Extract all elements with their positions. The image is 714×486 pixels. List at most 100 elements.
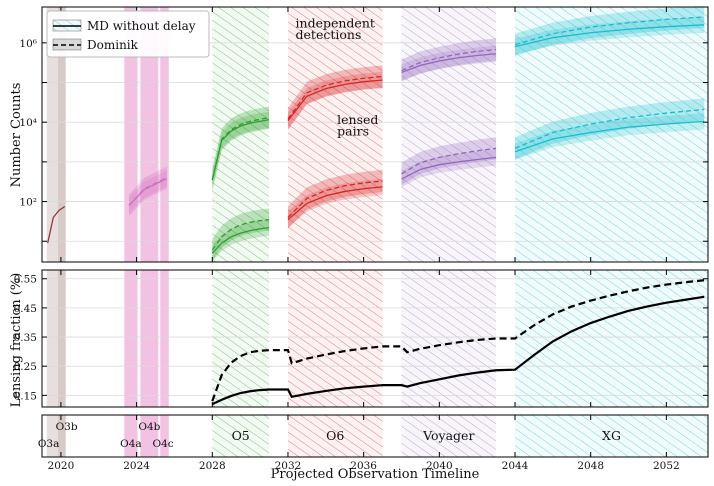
- run-label-o5: O5: [232, 428, 250, 443]
- fraction-ytick-label: 0.15: [14, 390, 37, 402]
- series-o3-independent-md: [47, 205, 66, 244]
- series-o5-independent-dominik: [211, 117, 270, 181]
- series-o5-lensed-md: [211, 227, 270, 254]
- series-voyager-independent-md-band: [401, 45, 497, 81]
- series-xg-independent-dominik: [514, 16, 705, 46]
- counts-ylabel: Number Counts: [9, 83, 24, 188]
- series-xg-independent-dominik-band: [515, 5, 705, 56]
- series-xg-lensed-md: [514, 120, 705, 153]
- run-span-o3a-bot: [46, 415, 66, 457]
- xtick-label: 2024: [123, 460, 150, 472]
- run-span-o6-mid: [287, 270, 383, 407]
- run-span-o4a-top: [124, 7, 138, 262]
- run-span-o6-bot: [287, 415, 383, 457]
- xtick-label: 2032: [275, 460, 302, 472]
- fraction-ytick-label: 0.55: [14, 274, 37, 286]
- xtick-label: 2052: [653, 460, 680, 472]
- fraction-panel: 0.15 0.25 0.35 0.45 0.55: [14, 269, 709, 408]
- series-voyager-independent-dominik-band: [401, 38, 497, 82]
- counts-ytick-label: 10²: [19, 197, 37, 209]
- run-span-xg-bot: [515, 415, 708, 457]
- run-span-o4a-mid: [124, 270, 138, 407]
- run-span-o3b-bot: [58, 415, 66, 457]
- run-span-o3a-mid: [46, 270, 66, 407]
- series-xg-independent-md-band: [515, 16, 705, 55]
- series-o6-independent-dominik: [287, 75, 383, 120]
- series-o6-lensed-dominik: [287, 180, 383, 218]
- run-label-o6: O6: [326, 428, 344, 443]
- run-label-o4a: O4a: [120, 438, 142, 450]
- series-voyager-lensed-dominik-band: [401, 137, 497, 185]
- legend-box: [46, 10, 210, 58]
- series-o5-lensed-dominik: [211, 219, 270, 251]
- run-label-o4c: O4c: [153, 438, 174, 450]
- series-voyager-lensed-md: [401, 156, 497, 180]
- axes-frame-bot: [41, 414, 709, 458]
- run-span-o3b-top: [58, 7, 66, 262]
- series-o6-lensed-dominik-band: [287, 169, 383, 229]
- run-span-o4b-bot: [140, 415, 159, 457]
- counts-annotation: detections: [296, 27, 362, 42]
- fraction-ytick-label: 0.25: [14, 361, 37, 373]
- run-span-o4a-bot: [124, 415, 138, 457]
- series-o4-independent-md: [128, 177, 168, 206]
- counts-annotation: independent: [296, 16, 375, 31]
- run-span-o4c-mid: [160, 270, 169, 407]
- run-span-o4c-top: [160, 7, 169, 262]
- run-span-o4b-mid: [140, 270, 159, 407]
- run-span-o3b-mid: [58, 270, 66, 407]
- xtick-label: 2044: [502, 460, 529, 472]
- legend-label: Dominik: [87, 38, 139, 52]
- series-o5-lensed-dominik-band: [212, 208, 270, 262]
- legend-label: MD without delay: [87, 19, 196, 33]
- run-span-o5-mid: [212, 270, 270, 407]
- run-span-o4c-bot: [160, 415, 169, 457]
- timeline-xlabel: Projected Observation Timeline: [271, 467, 480, 482]
- fraction-series-dominik: [211, 279, 705, 402]
- axes-frame-top: [41, 6, 709, 263]
- run-label-o3b: O3b: [56, 421, 78, 433]
- counts-ytick-label: 10⁶: [19, 38, 37, 50]
- fraction-series-md: [211, 295, 705, 406]
- counts-ytick-label: 10⁴: [19, 117, 37, 129]
- series-o4-independent-dominik-band: [129, 166, 167, 217]
- run-span-o5-top: [212, 7, 270, 262]
- fraction-ytick-label: 0.35: [14, 332, 37, 344]
- series-o6-lensed-md-band: [287, 178, 383, 228]
- run-label-voyager: Voyager: [422, 428, 474, 443]
- timeline-panel: 2020 2024 2028 2032 2036 2040 2044 2048 2052 O3a O…: [38, 414, 709, 472]
- run-span-xg-mid: [515, 270, 708, 407]
- series-voyager-independent-md: [401, 53, 497, 73]
- series-o6-independent-dominik-band: [287, 65, 383, 131]
- run-span-o3a-top: [46, 7, 66, 262]
- xtick-label: 2036: [350, 460, 377, 472]
- series-o5-independent-dominik-band: [212, 106, 270, 192]
- series-o5-independent-md-band: [212, 111, 270, 189]
- xtick-label: 2040: [426, 460, 453, 472]
- series-xg-lensed-dominik: [514, 108, 705, 149]
- legend: MD without delay Dominik: [46, 10, 210, 58]
- run-label-xg: XG: [602, 428, 621, 443]
- series-o4-independent-md-band: [129, 170, 167, 214]
- counts-annotation: lensed: [337, 112, 378, 127]
- run-span-o4b-top: [140, 7, 159, 262]
- counts-annotation: pairs: [337, 124, 369, 139]
- series-o6-independent-md-band: [287, 72, 383, 129]
- axes-frame-mid: [41, 269, 709, 408]
- series-o6-independent-md: [287, 79, 383, 121]
- series-voyager-lensed-dominik: [401, 147, 497, 175]
- run-label-o3a: O3a: [38, 438, 60, 450]
- xtick-label: 2048: [577, 460, 604, 472]
- series-voyager-independent-dominik: [401, 48, 497, 72]
- run-span-voyager-bot: [401, 415, 497, 457]
- fraction-ytick-label: 0.45: [14, 303, 37, 315]
- run-span-voyager-top: [401, 7, 497, 262]
- fraction-ylabel: Lensing fraction (%): [9, 273, 24, 408]
- series-o6-lensed-md: [287, 186, 383, 221]
- series-xg-independent-md: [514, 24, 705, 48]
- xtick-label: 2020: [48, 460, 75, 472]
- series-voyager-lensed-md-band: [401, 149, 497, 188]
- run-span-o5-bot: [212, 415, 270, 457]
